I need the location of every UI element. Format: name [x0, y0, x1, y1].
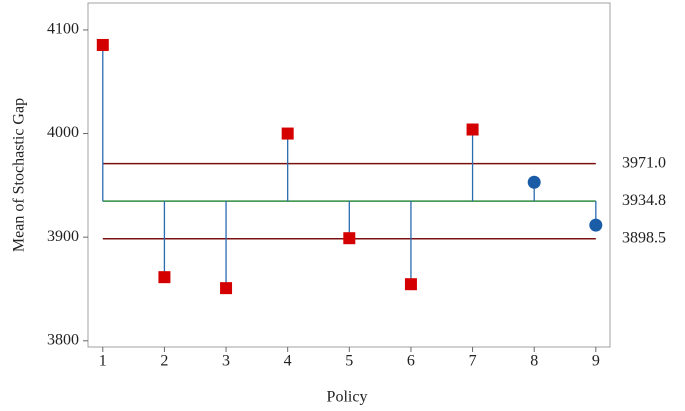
point: [96, 38, 109, 51]
x-axis-label: Policy: [327, 389, 368, 406]
point: [343, 232, 356, 245]
limit-line-label: 3898.5: [622, 229, 666, 246]
point: [527, 175, 541, 189]
point: [466, 123, 479, 136]
point: [281, 127, 294, 140]
y-tick-label: 4000: [47, 124, 79, 141]
x-tick-label: 4: [284, 353, 292, 370]
x-tick-label: 1: [99, 353, 107, 370]
point: [589, 218, 603, 232]
center-line-label: 3934.8: [622, 192, 666, 209]
x-tick-label: 3: [222, 353, 230, 370]
y-tick-label: 3900: [47, 228, 79, 245]
x-tick-label: 5: [345, 353, 353, 370]
point: [404, 278, 417, 291]
limit-line-label: 3971.0: [622, 154, 666, 171]
point: [158, 271, 171, 284]
x-tick-label: 7: [469, 353, 477, 370]
y-tick-label: 4100: [47, 21, 79, 38]
x-tick-label: 8: [530, 353, 538, 370]
x-tick-label: 6: [407, 353, 415, 370]
y-tick-label: 3800: [47, 331, 79, 348]
y-axis-label: Mean of Stochastic Gap: [11, 98, 28, 252]
point: [220, 282, 233, 295]
x-tick-label: 2: [160, 353, 168, 370]
plot-frame: [87, 2, 611, 348]
x-tick-label: 9: [592, 353, 600, 370]
